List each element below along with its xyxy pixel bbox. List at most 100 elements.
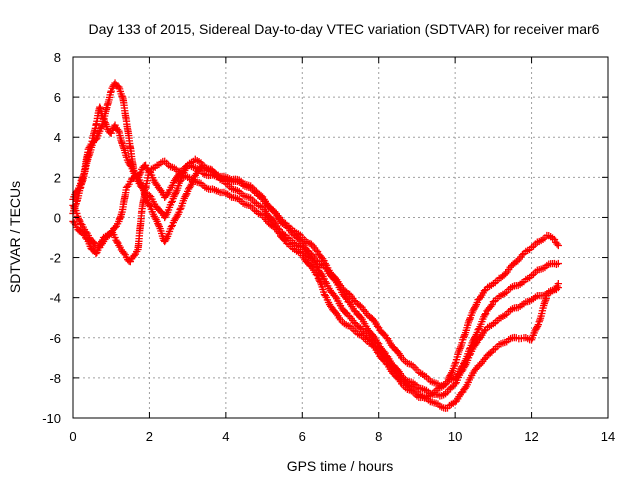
data-point-trace-b bbox=[534, 320, 543, 329]
data-point-trace-d bbox=[411, 380, 419, 389]
data-point-trace-d bbox=[526, 297, 534, 305]
data-point-trace-d bbox=[465, 351, 474, 359]
data-point-trace-d bbox=[403, 377, 412, 385]
data-point-trace-d bbox=[373, 338, 382, 347]
data-point-trace-c bbox=[518, 279, 526, 287]
data-point-trace-b bbox=[258, 203, 266, 211]
data-point-trace-c bbox=[548, 259, 557, 268]
data-point-trace-d bbox=[76, 182, 84, 190]
data-point-trace-d bbox=[274, 214, 282, 222]
data-point-trace-c bbox=[303, 258, 312, 267]
data-point-trace-d bbox=[129, 167, 137, 176]
data-point-trace-c bbox=[212, 187, 220, 195]
data-point-trace-d bbox=[552, 285, 561, 294]
data-point-trace-b bbox=[480, 355, 488, 364]
data-point-trace-d bbox=[167, 183, 175, 191]
data-point-trace-a bbox=[122, 115, 130, 123]
data-point-trace-b bbox=[517, 334, 526, 343]
data-point-trace-a bbox=[480, 287, 489, 295]
data-point-trace-a bbox=[466, 315, 474, 323]
data-point-trace-b bbox=[205, 165, 213, 173]
data-point-trace-b bbox=[510, 333, 519, 342]
data-point-trace-c bbox=[74, 226, 82, 234]
data-point-trace-d bbox=[80, 170, 88, 178]
data-point-trace-d bbox=[84, 148, 92, 156]
data-point-trace-b bbox=[227, 185, 236, 193]
data-point-trace-a bbox=[396, 351, 405, 360]
data-point-trace-c bbox=[373, 348, 382, 357]
data-point-trace-c bbox=[141, 185, 149, 193]
data-point-trace-d bbox=[319, 262, 327, 270]
data-point-trace-c bbox=[250, 206, 259, 214]
x-axis-label: GPS time / hours bbox=[287, 458, 394, 474]
data-point-trace-d bbox=[118, 139, 126, 147]
data-point-trace-c bbox=[111, 233, 119, 242]
data-point-trace-c bbox=[159, 157, 167, 166]
data-point-trace-d bbox=[518, 301, 526, 309]
data-point-trace-c bbox=[441, 380, 450, 388]
y-tick-label: -2 bbox=[49, 251, 61, 266]
data-point-trace-a bbox=[553, 240, 561, 248]
x-tick-label: 2 bbox=[146, 429, 153, 444]
data-point-trace-b bbox=[72, 206, 80, 215]
data-point-trace-c bbox=[220, 188, 228, 197]
data-point-trace-c bbox=[274, 228, 282, 236]
y-tick-label: 6 bbox=[54, 90, 61, 105]
data-point-trace-b bbox=[343, 309, 351, 318]
x-tick-label: 4 bbox=[222, 429, 229, 444]
data-point-trace-c bbox=[71, 220, 80, 229]
data-point-trace-b bbox=[495, 340, 503, 349]
data-point-trace-c bbox=[280, 236, 289, 244]
data-point-trace-b bbox=[243, 193, 251, 201]
data-point-trace-d bbox=[419, 385, 427, 393]
data-point-trace-c bbox=[342, 321, 350, 329]
data-point-trace-a bbox=[533, 238, 541, 246]
y-tick-label: -10 bbox=[42, 411, 61, 426]
data-point-trace-a bbox=[296, 231, 305, 239]
data-point-trace-b bbox=[350, 319, 358, 327]
data-point-trace-d bbox=[281, 221, 290, 230]
data-point-trace-c bbox=[312, 270, 320, 279]
data-point-trace-b bbox=[426, 397, 434, 406]
data-point-trace-c bbox=[189, 177, 198, 185]
data-point-trace-b bbox=[473, 364, 481, 372]
data-point-trace-d bbox=[495, 314, 503, 323]
y-tick-label: 0 bbox=[54, 210, 61, 225]
data-point-trace-c bbox=[533, 266, 541, 274]
y-tick-label: -8 bbox=[49, 371, 61, 386]
data-point-trace-b bbox=[441, 404, 450, 412]
y-tick-label: -6 bbox=[49, 331, 61, 346]
data-point-trace-b bbox=[167, 222, 176, 231]
data-point-trace-d bbox=[189, 163, 198, 172]
data-point-trace-d bbox=[102, 122, 111, 131]
data-point-trace-a bbox=[373, 322, 382, 330]
data-point-trace-b bbox=[122, 186, 130, 194]
data-point-trace-d bbox=[297, 237, 305, 245]
data-point-trace-a bbox=[548, 234, 557, 242]
x-tick-label: 12 bbox=[524, 429, 538, 444]
y-tick-label: 4 bbox=[54, 130, 61, 145]
data-point-trace-c bbox=[296, 249, 305, 257]
data-point-trace-d bbox=[87, 140, 95, 148]
data-point-trace-c bbox=[197, 179, 205, 188]
data-point-trace-a bbox=[103, 103, 111, 112]
data-point-trace-b bbox=[235, 187, 243, 196]
x-tick-label: 6 bbox=[299, 429, 306, 444]
data-point-trace-b bbox=[503, 338, 511, 346]
data-point-trace-d bbox=[441, 390, 450, 398]
data-point-trace-d bbox=[235, 178, 243, 186]
data-point-trace-c bbox=[434, 384, 442, 393]
data-point-trace-c bbox=[151, 163, 159, 171]
data-point-trace-c bbox=[95, 243, 103, 252]
data-point-trace-a bbox=[426, 377, 434, 385]
data-point-trace-a bbox=[452, 356, 461, 364]
data-point-trace-a bbox=[380, 330, 388, 338]
data-point-trace-b bbox=[250, 198, 259, 206]
data-point-trace-d bbox=[122, 151, 130, 159]
data-point-trace-c bbox=[258, 211, 266, 219]
data-point-trace-a bbox=[107, 88, 115, 97]
data-point-trace-a bbox=[452, 358, 460, 367]
data-point-trace-b bbox=[465, 376, 473, 384]
data-point-trace-c bbox=[552, 260, 561, 269]
